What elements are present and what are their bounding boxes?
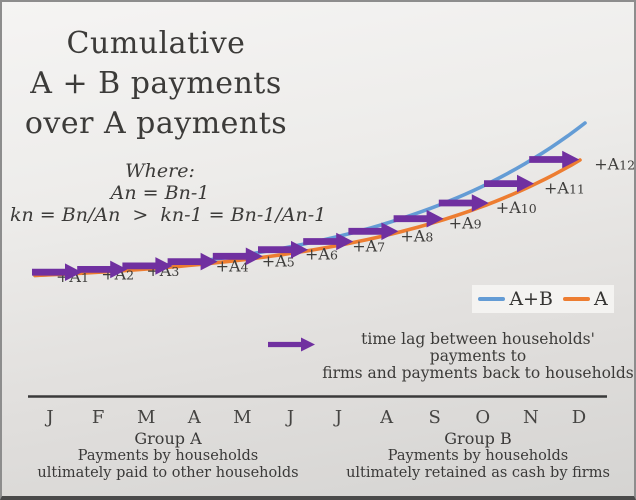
- x-axis-label: M: [233, 407, 252, 428]
- group-b-caption: Group B Payments by households ultimatel…: [326, 430, 630, 481]
- legend-item-a: A: [562, 288, 608, 310]
- time-lag-arrow: [258, 240, 308, 259]
- time-lag-note-text: time lag between households' payments to…: [322, 331, 634, 382]
- x-axis-label: D: [571, 407, 587, 428]
- group-a-caption: Group A Payments by households ultimatel…: [30, 430, 306, 481]
- curve-annotation: +A6: [305, 245, 338, 264]
- curve-annotation: +A5: [262, 251, 295, 270]
- time-lag-arrow: [212, 247, 263, 266]
- title-line: Cumulative: [66, 26, 246, 61]
- time-lag-arrow: [167, 252, 218, 271]
- x-axis-label: J: [334, 407, 343, 428]
- x-axis-label: J: [46, 407, 54, 428]
- caption-line: ultimately retained as cash by firms: [346, 464, 610, 481]
- legend-swatch-a-plus-b: [478, 297, 506, 301]
- time-lag-arrow: [303, 232, 354, 251]
- time-lag-arrow: [393, 209, 444, 228]
- legend-swatch-a: [562, 297, 590, 301]
- slide-title: Cumulative A + B payments over A payment…: [20, 24, 292, 144]
- chart-legend: A+B A: [472, 285, 614, 313]
- curve-annotation: +A8: [400, 226, 433, 245]
- formula-line: An = Bn-1: [110, 182, 210, 204]
- time-lag-arrow-icon: [268, 337, 315, 352]
- note-line: time lag between households' payments to: [361, 330, 595, 365]
- time-lag-arrow: [32, 263, 82, 281]
- x-axis-label: S: [428, 407, 441, 428]
- legend-label-a-plus-b: A+B: [509, 288, 553, 310]
- x-axis-label: F: [91, 407, 105, 428]
- x-axis-label: A: [187, 407, 201, 428]
- time-lag-arrow: [122, 257, 173, 275]
- time-lag-arrow: [484, 174, 534, 193]
- legend-item-a-plus-b: A+B: [478, 288, 553, 310]
- title-line: over A payments: [24, 106, 288, 141]
- formula-line: kn = Bn/An > kn-1 = Bn-1/An-1: [10, 204, 327, 226]
- formula-note: Where: An = Bn-1 kn = Bn/An > kn-1 = Bn-…: [10, 160, 327, 226]
- curve-annotation: +A4: [216, 257, 249, 276]
- curve-annotation: +A7: [352, 237, 385, 256]
- caption-line: Group A: [134, 429, 202, 448]
- x-axis-label: M: [136, 407, 156, 428]
- title-line: A + B payments: [30, 66, 282, 101]
- time-lag-arrow: [348, 222, 399, 241]
- x-axis-label: O: [475, 407, 491, 428]
- legend-label-a: A: [593, 288, 608, 310]
- a-curve: [33, 158, 582, 278]
- caption-line: ultimately paid to other households: [37, 464, 299, 481]
- x-axis-label: A: [380, 407, 394, 428]
- curve-annotation: +A10: [496, 198, 537, 217]
- time-lag-arrow: [529, 150, 580, 169]
- caption-line: Group B: [444, 429, 512, 448]
- note-line: firms and payments back to households: [322, 364, 634, 382]
- curve-annotation: +A9: [449, 214, 482, 233]
- x-axis-label: J: [286, 407, 295, 428]
- time-lag-arrow: [438, 194, 489, 212]
- x-axis-label: N: [523, 407, 539, 428]
- caption-line: Payments by households: [387, 448, 569, 464]
- curve-annotation: +A12: [594, 155, 635, 174]
- time-lag-arrow: [77, 260, 128, 279]
- curve-annotation: +A11: [544, 179, 585, 198]
- formula-line: Where:: [125, 160, 195, 182]
- caption-line: Payments by households: [77, 448, 259, 464]
